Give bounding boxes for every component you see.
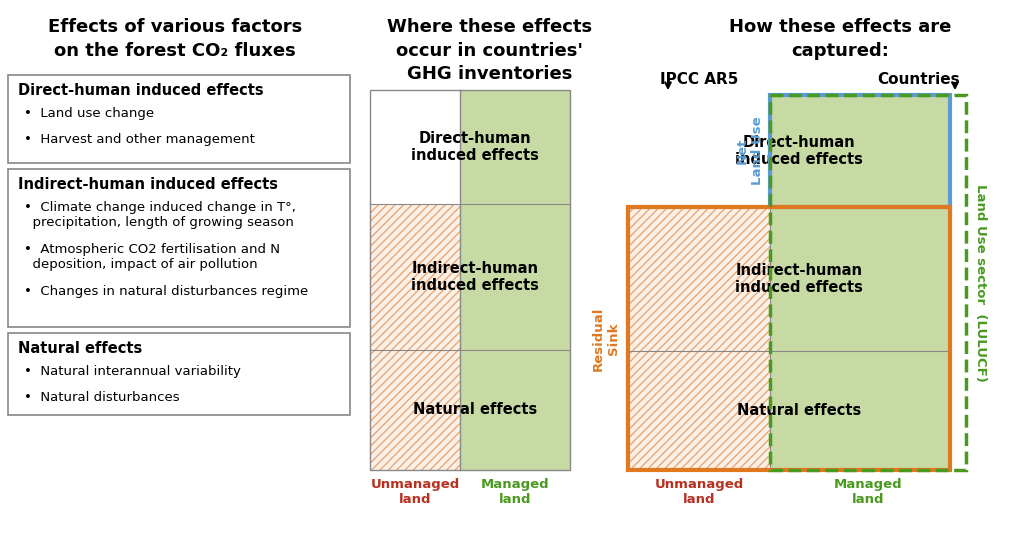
Bar [628,351,770,470]
Text: Natural effects: Natural effects [18,341,142,356]
Text: •  Atmospheric CO2 fertilisation and N
  deposition, impact of air pollution: • Atmospheric CO2 fertilisation and N de… [24,243,280,271]
Bar [460,350,570,470]
Bar [370,350,460,470]
Bar [770,95,966,470]
Bar [8,333,350,415]
Bar [770,351,950,470]
Text: Managed
land: Managed land [480,478,549,506]
Text: How these effects are
captured:: How these effects are captured: [729,18,951,60]
Bar [770,95,950,207]
Bar [770,95,950,207]
Bar [370,90,570,470]
Bar [770,207,950,351]
Text: •  Natural interannual variability: • Natural interannual variability [24,365,241,378]
Bar [460,204,570,350]
Text: Countries: Countries [878,72,961,87]
Text: Indirect-human
induced effects: Indirect-human induced effects [735,263,863,295]
Text: Unmanaged
land: Unmanaged land [371,478,460,506]
Text: •  Changes in natural disturbances regime: • Changes in natural disturbances regime [24,285,308,298]
Bar [8,75,350,163]
Text: Net
Land Use: Net Land Use [736,117,764,185]
Text: Managed
land: Managed land [834,478,902,506]
Text: •  Natural disturbances: • Natural disturbances [24,391,179,404]
Text: Where these effects
occur in countries'
GHG inventories: Where these effects occur in countries' … [387,18,593,83]
Text: Direct-human
induced effects: Direct-human induced effects [411,131,539,163]
Text: IPCC AR5: IPCC AR5 [660,72,738,87]
Text: Residual
Sink: Residual Sink [592,306,620,370]
Text: •  Climate change induced change in T°,
  precipitation, length of growing seaso: • Climate change induced change in T°, p… [24,201,296,229]
Text: •  Land use change: • Land use change [24,107,155,120]
Bar [370,204,460,350]
Bar [460,90,570,204]
Bar [628,207,950,470]
Bar [370,350,460,470]
Text: Effects of various factors
on the forest CO₂ fluxes: Effects of various factors on the forest… [48,18,302,60]
Text: Unmanaged
land: Unmanaged land [654,478,743,506]
Text: Natural effects: Natural effects [413,402,538,417]
Text: Direct-human
induced effects: Direct-human induced effects [735,135,863,167]
Text: Land Use sector  (LULUCF): Land Use sector (LULUCF) [974,183,986,382]
Bar [370,204,460,350]
Text: Indirect-human induced effects: Indirect-human induced effects [18,177,278,192]
Bar [628,207,770,351]
Text: Natural effects: Natural effects [737,403,861,418]
Bar [628,207,770,351]
Text: •  Harvest and other management: • Harvest and other management [24,133,255,146]
Bar [628,351,770,470]
Text: Indirect-human
induced effects: Indirect-human induced effects [411,261,539,293]
Text: Direct-human induced effects: Direct-human induced effects [18,83,263,98]
Bar [8,169,350,327]
